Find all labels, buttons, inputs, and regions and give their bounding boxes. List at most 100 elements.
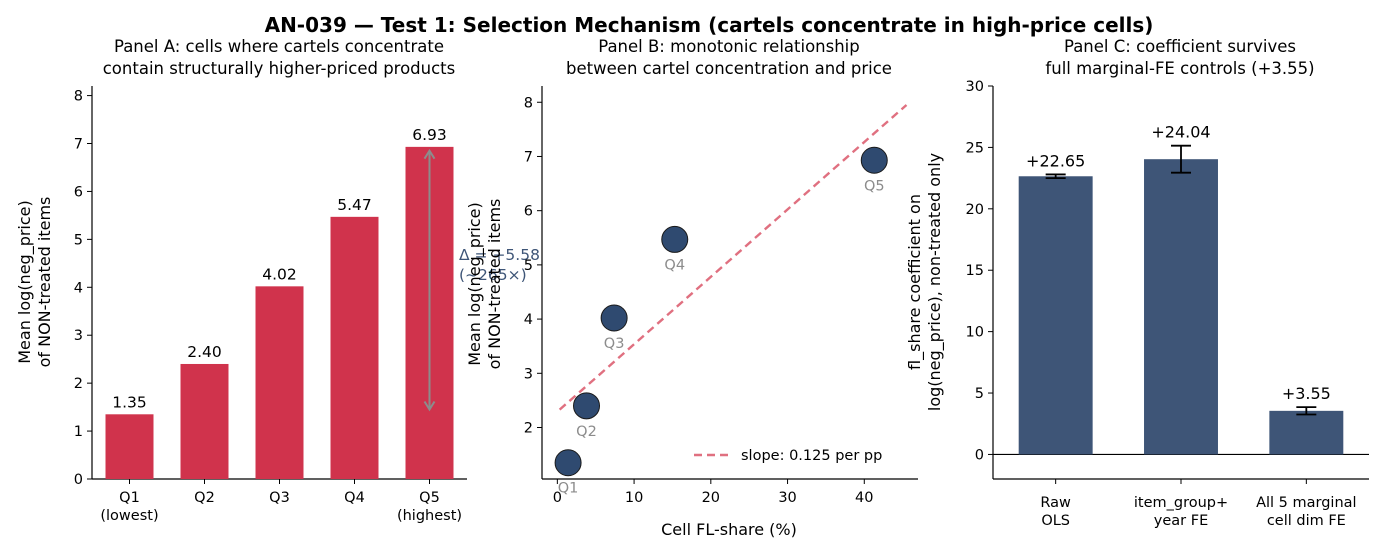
panel-b-xtick-label: 30 — [778, 490, 796, 506]
panel-c-value-label: +3.55 — [1282, 384, 1331, 403]
panel-a-ytick-label: 6 — [74, 184, 83, 200]
panel-a-ylabel-line2: of NON-treated items — [35, 197, 54, 368]
panel-a-xtick-label: (lowest) — [100, 508, 158, 524]
panel-b-point-label: Q3 — [604, 336, 625, 352]
panel-c-title-line1: Panel C: coefficient survives — [1064, 37, 1296, 56]
panel-a-bar — [180, 363, 229, 479]
panel-c-ylabel-line2: log(neg_price), non-treated only — [925, 153, 945, 411]
panel-c-ytick-label: 25 — [966, 140, 984, 156]
panel-c-bar — [1018, 176, 1093, 455]
panel-a-xtick-label: (highest) — [397, 508, 462, 524]
panel-b-point — [860, 146, 888, 174]
panel-c-xtick-label: Raw — [1040, 495, 1071, 511]
panel-a-title-line1: Panel A: cells where cartels concentrate — [114, 37, 444, 56]
panel-b-xtick-label: 20 — [702, 490, 720, 506]
panel-a-bar — [330, 216, 379, 479]
panel-a-value-label: 6.93 — [412, 126, 447, 144]
panel-a-marks: 1.35 2.40 4.02 5.47 6.93 Δ = +5.58 (~265×) — [105, 126, 540, 480]
panel-b-point-label: Q1 — [558, 481, 579, 497]
panel-b-fit-line — [558, 104, 908, 411]
panel-b-ylabel-line2: of NON-treated items — [485, 199, 504, 370]
panel-c-bar — [1144, 159, 1218, 455]
panel-b-ylabel: Mean log(neg_price) of NON-treated items — [465, 199, 504, 370]
panel-c-ytick-label: 15 — [966, 263, 984, 279]
panel-a-ytick-label: 8 — [74, 89, 83, 105]
panel-c-chart: Panel C: coefficient survives full margi… — [905, 37, 1369, 529]
panel-a-ytick-label: 4 — [74, 280, 83, 296]
panel-a-ytick-label: 5 — [74, 232, 83, 248]
panel-a-axes: 0 1 2 3 4 5 6 7 8 Q1 (lowest) Q2 Q3 Q4 Q5 (highest) — [74, 86, 467, 524]
panel-b-point-label: Q2 — [576, 424, 597, 440]
panel-b-point — [600, 304, 628, 332]
panel-a-arrow-head-down — [423, 400, 436, 412]
panel-b-title-line2: between cartel concentration and price — [566, 59, 892, 78]
panel-c-ytick-label: 30 — [966, 79, 984, 95]
panel-c-marks: +22.65 +24.04 +3.55 — [1018, 123, 1344, 455]
panel-b-title-line1: Panel B: monotonic relationship — [598, 37, 860, 56]
panel-c-ylabel-line1: fl_share coefficient on — [905, 194, 925, 370]
panel-b-point-label: Q4 — [664, 257, 685, 273]
panel-c-axes: 0 5 10 15 20 25 30 Raw OLS item_group+year FE All … — [966, 79, 1369, 529]
panel-a-bar — [105, 414, 154, 479]
panel-a-ytick-label: 1 — [74, 424, 83, 440]
figure-title: AN-039 — Test 1: Selection Mechanism (ca… — [265, 13, 1154, 37]
panel-b-ytick-label: 7 — [524, 149, 533, 165]
panel-b-chart: Panel B: monotonic relationship between … — [465, 37, 918, 539]
panel-b-point-label: Q5 — [864, 178, 885, 194]
panel-b-axes: 2 3 4 5 6 7 8 0 10 20 30 40 — [524, 86, 918, 506]
panel-b-ytick-label: 5 — [524, 258, 533, 274]
panel-a-chart: Panel A: cells where cartels concentrate… — [15, 37, 540, 524]
panel-a-ytick-label: 0 — [74, 472, 83, 488]
panel-b-xtick-label: 10 — [625, 490, 643, 506]
panel-a-value-label: 1.35 — [112, 393, 147, 411]
panel-c-ylabel: fl_share coefficient on log(neg_price), … — [905, 153, 945, 411]
panel-a-xtick-label: Q3 — [269, 490, 290, 506]
panel-a-bar — [255, 286, 304, 479]
panel-a-ylabel-line1: Mean log(neg_price) — [15, 200, 35, 364]
panel-c-ytick-label: 5 — [975, 386, 984, 402]
panel-a-value-label: 5.47 — [337, 196, 372, 214]
panel-a-delta-annotation: Δ = +5.58 — [459, 246, 540, 264]
panel-c-xtick-label: year FE — [1154, 513, 1208, 529]
panel-a-delta-annotation: (~265×) — [459, 266, 527, 284]
panel-c-xtick-label: cell dim FE — [1267, 513, 1346, 529]
panel-c-ytick-label: 10 — [966, 325, 984, 341]
panel-b-xtick-label: 40 — [855, 490, 873, 506]
panel-b-ylabel-line1: Mean log(neg_price) — [465, 202, 485, 366]
panel-b-ytick-label: 8 — [524, 95, 533, 111]
panel-c-xtick-label: All 5 marginal — [1256, 495, 1356, 511]
panel-b-title: Panel B: monotonic relationship between … — [566, 37, 892, 78]
panel-a-ytick-label: 2 — [74, 376, 83, 392]
panel-b-xlabel: Cell FL-share (%) — [661, 520, 797, 539]
panel-c-xtick-label: OLS — [1041, 513, 1070, 529]
panel-a-ytick-label: 3 — [74, 328, 83, 344]
panel-c-value-label: +22.65 — [1026, 151, 1085, 170]
panel-a-xtick-label: Q5 — [419, 490, 440, 506]
panel-c-bar — [1269, 410, 1344, 455]
panel-a-title: Panel A: cells where cartels concentrate… — [103, 37, 456, 78]
panel-a-xtick-label: Q2 — [194, 490, 215, 506]
panel-a-ytick-label: 7 — [74, 137, 83, 153]
panel-a-ylabel: Mean log(neg_price) of NON-treated items — [15, 197, 54, 368]
panel-b-point — [554, 449, 582, 477]
panel-a-title-line2: contain structurally higher-priced produ… — [103, 59, 456, 78]
panel-b-marks: Q1 Q2 Q3 Q4 Q5 slope: 0.125 per pp — [554, 104, 908, 497]
panel-b-point — [661, 225, 689, 253]
panel-c-value-label: +24.04 — [1151, 123, 1210, 142]
panel-b-xtick-label: 0 — [553, 490, 562, 506]
panel-b-legend-label: slope: 0.125 per pp — [741, 448, 882, 464]
panel-b-ytick-label: 2 — [524, 421, 533, 437]
panel-c-title: Panel C: coefficient survives full margi… — [1045, 37, 1314, 78]
panel-a-arrow-head-up — [423, 148, 436, 160]
panel-a-value-label: 2.40 — [187, 343, 222, 361]
panel-a-xtick-label: Q4 — [344, 490, 365, 506]
panel-b-ytick-label: 4 — [524, 312, 533, 328]
panel-b-ytick-label: 6 — [524, 204, 533, 220]
panel-c-xtick-label: item_group+ — [1134, 495, 1228, 511]
panel-b-legend: slope: 0.125 per pp — [694, 448, 882, 464]
panel-b-ytick-label: 3 — [524, 366, 533, 382]
panel-a-value-label: 4.02 — [262, 265, 297, 283]
panel-b-point — [573, 392, 601, 420]
panel-a-xtick-label: Q1 — [119, 490, 140, 506]
